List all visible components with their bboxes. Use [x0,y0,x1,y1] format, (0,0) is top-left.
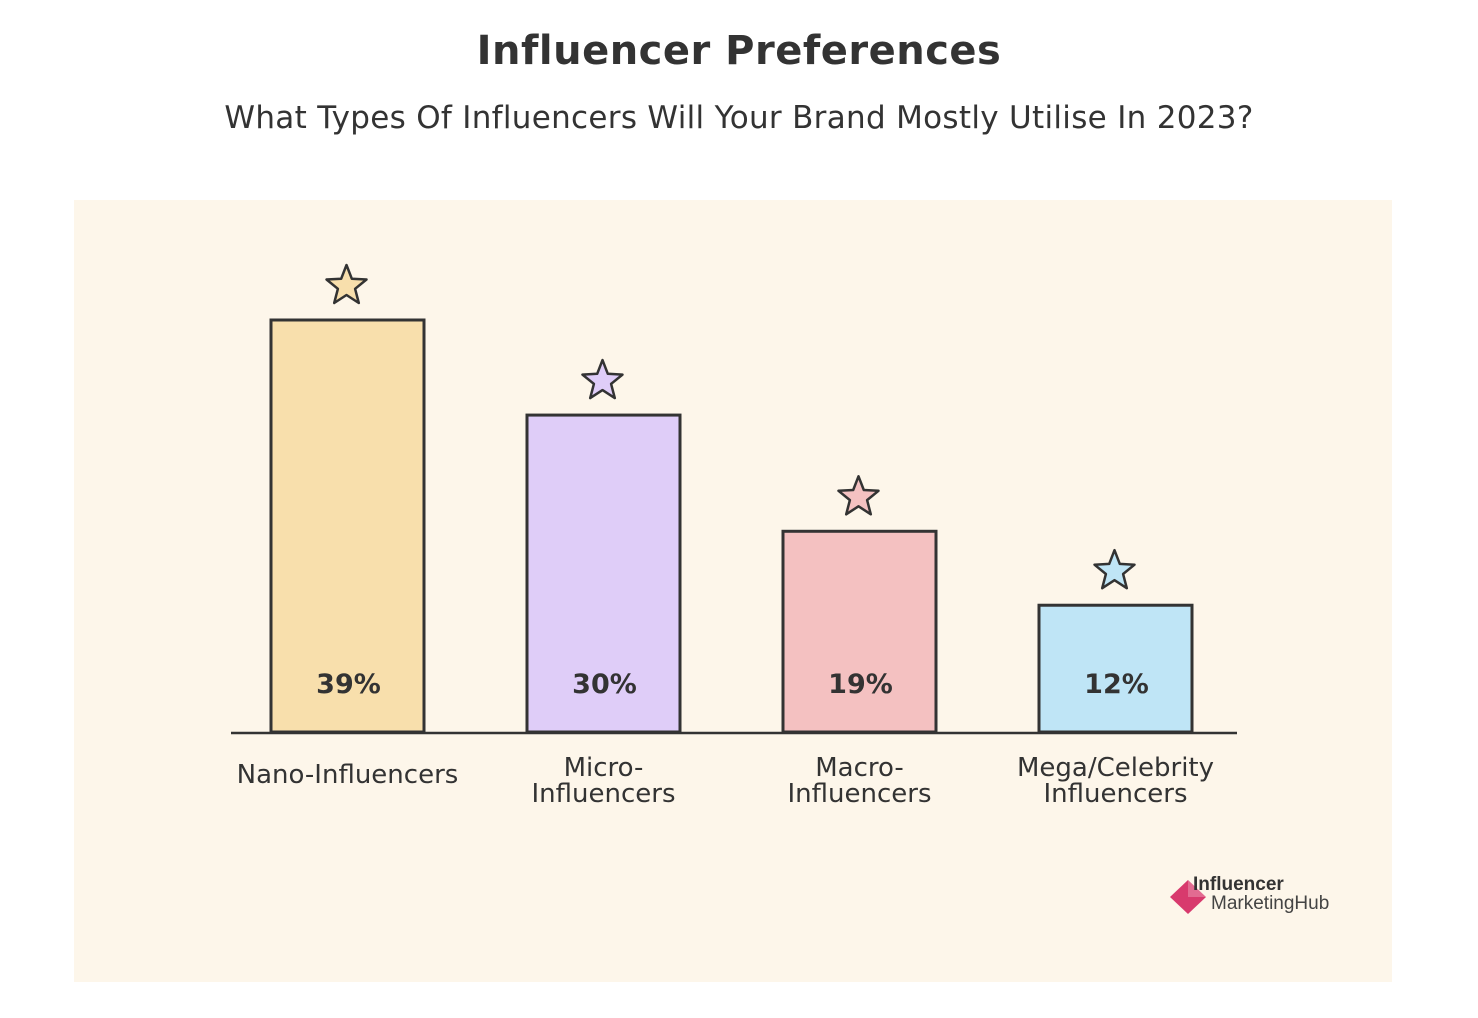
logo-text-line1: Influencer [1193,874,1284,895]
category-label: Macro-Influencers [787,753,931,809]
star-icon [1093,548,1136,590]
bar-value-label: 12% [1084,669,1149,700]
star-icon [581,358,624,400]
logo-text-line2: MarketingHub [1211,893,1330,914]
logo-diamond-icon [1170,880,1206,914]
bar-value-label: 39% [316,669,381,700]
star-icon [325,263,368,305]
chart-subtitle: What Types Of Influencers Will Your Bran… [224,100,1254,136]
category-label: Mega/Celebrity Influencers [1017,753,1214,809]
category-label: Micro-Influencers [531,753,675,809]
brand-logo: Influencer MarketingHub [1170,874,1360,918]
bar-3 [781,529,938,734]
bar-value-label: 19% [828,669,893,700]
bar-1 [269,318,426,734]
category-label: Nano-Influencers [237,760,459,790]
bar-value-label: 30% [572,669,637,700]
star-icon [837,475,880,516]
chart-title: Influencer Preferences [476,28,1002,74]
